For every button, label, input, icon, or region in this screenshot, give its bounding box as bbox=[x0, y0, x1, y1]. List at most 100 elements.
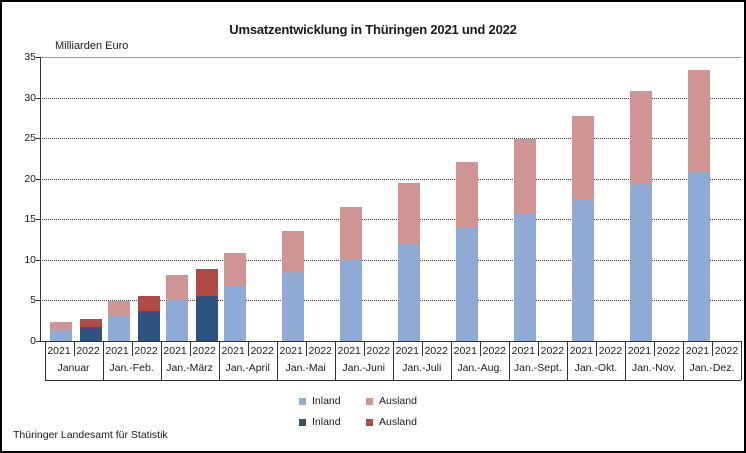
y-axis-tick-label: 25 bbox=[24, 132, 36, 145]
y-axis-tick bbox=[36, 57, 40, 58]
y-axis-tick-label: 20 bbox=[24, 172, 36, 185]
x-group-separator bbox=[741, 341, 742, 380]
x-label-table-bottom-border bbox=[44, 380, 741, 381]
y-axis-tick bbox=[36, 259, 40, 261]
chart-title: Umsatzentwicklung in Thüringen 2021 und … bbox=[229, 22, 517, 37]
plot-top-border bbox=[40, 57, 741, 58]
x-axis-year-label: 2022 bbox=[714, 345, 739, 357]
x-axis-month-label: Jan.-Nov. bbox=[631, 362, 676, 374]
bar-segment-inland-2021 bbox=[166, 299, 189, 341]
bar-segment-ausland-2021 bbox=[398, 182, 421, 244]
y-axis-tick-label: 5 bbox=[30, 294, 36, 307]
x-year-separator bbox=[421, 342, 423, 356]
source-attribution: Thüringer Landesamt für Statistik bbox=[13, 429, 168, 441]
x-year-separator bbox=[653, 342, 655, 356]
x-axis-month-label: Jan.-Sept. bbox=[513, 362, 562, 374]
x-axis-year-label: 2021 bbox=[337, 345, 361, 357]
x-year-separator bbox=[73, 342, 75, 356]
bar-segment-ausland-2022 bbox=[138, 296, 161, 311]
bar-segment-ausland-2021 bbox=[50, 321, 72, 330]
legend-item-ausland-2021: Ausland bbox=[366, 395, 417, 407]
bar-segment-ausland-2022 bbox=[80, 319, 102, 328]
x-axis-year-label: 2021 bbox=[279, 345, 303, 357]
bar-segment-ausland-2021 bbox=[340, 207, 363, 260]
x-axis-year-label: 2022 bbox=[308, 345, 332, 357]
y-axis-tick bbox=[36, 178, 40, 180]
bar-segment-inland-2022 bbox=[196, 295, 219, 341]
bar-segment-inland-2021 bbox=[108, 315, 131, 341]
x-group-separator bbox=[682, 341, 684, 380]
legend-swatch-ausland-2021-icon bbox=[366, 397, 373, 405]
legend-label: Ausland bbox=[379, 395, 417, 407]
x-year-separator bbox=[595, 342, 597, 356]
y-axis-tick bbox=[36, 138, 40, 140]
gridline bbox=[40, 259, 741, 261]
y-axis-line bbox=[40, 57, 41, 341]
legend-item-ausland-2022: Ausland bbox=[366, 416, 417, 428]
y-axis-tick bbox=[36, 341, 40, 342]
x-year-separator bbox=[711, 342, 713, 356]
bar-segment-inland-2021 bbox=[50, 329, 72, 341]
y-axis-tick-label: 15 bbox=[24, 213, 36, 226]
bar-segment-ausland-2021 bbox=[282, 231, 305, 273]
y-axis-tick bbox=[36, 300, 40, 302]
bar-segment-inland-2021 bbox=[630, 183, 653, 341]
bar-segment-ausland-2021 bbox=[166, 275, 189, 300]
y-axis-tick-label: 10 bbox=[24, 253, 36, 266]
bar-segment-inland-2021 bbox=[282, 272, 305, 341]
legend-label: Inland bbox=[312, 416, 341, 428]
gridline bbox=[40, 178, 741, 180]
legend-item-inland-2022: Inland bbox=[299, 416, 341, 428]
bar-segment-ausland-2021 bbox=[108, 301, 131, 316]
x-group-separator bbox=[218, 341, 220, 380]
x-axis-month-label: Jan.-April bbox=[225, 362, 270, 374]
bar-segment-ausland-2021 bbox=[514, 138, 537, 214]
y-axis-unit-label: Milliarden Euro bbox=[55, 40, 129, 52]
bar-segment-ausland-2021 bbox=[688, 69, 711, 171]
bar-segment-inland-2022 bbox=[138, 310, 161, 341]
bar-segment-inland-2021 bbox=[340, 259, 363, 341]
bar-segment-inland-2021 bbox=[398, 243, 421, 341]
x-group-separator bbox=[624, 341, 626, 380]
gridline bbox=[40, 219, 741, 221]
x-axis-year-label: 2022 bbox=[540, 345, 565, 357]
bar-segment-ausland-2021 bbox=[224, 253, 247, 285]
x-axis-year-label: 2021 bbox=[395, 345, 419, 357]
x-axis-year-label: 2022 bbox=[598, 345, 623, 357]
y-axis-tick-label: 30 bbox=[24, 91, 36, 104]
y-axis-tick-label: 0 bbox=[30, 335, 36, 347]
gridline bbox=[40, 97, 741, 99]
x-group-separator bbox=[392, 341, 394, 380]
y-axis-tick bbox=[36, 219, 40, 221]
x-axis-year-label: 2022 bbox=[482, 345, 506, 357]
x-group-separator bbox=[44, 341, 46, 380]
x-axis-month-label: Jan.-Dez. bbox=[689, 362, 735, 374]
x-axis-line bbox=[40, 341, 741, 342]
x-axis-year-label: 2022 bbox=[656, 345, 681, 357]
bar-segment-ausland-2021 bbox=[572, 116, 595, 200]
bar-segment-inland-2021 bbox=[514, 213, 537, 341]
x-axis-year-label: 2021 bbox=[47, 345, 71, 357]
x-axis-year-label: 2021 bbox=[163, 345, 187, 357]
x-axis-month-label: Jan.-Feb. bbox=[109, 362, 154, 374]
x-axis-month-label: Jan.-Aug. bbox=[457, 362, 503, 374]
legend-swatch-inland-2021-icon bbox=[299, 397, 306, 405]
x-axis-month-label: Jan.-Juli bbox=[402, 362, 442, 374]
x-group-separator bbox=[334, 341, 336, 380]
bar-segment-inland-2022 bbox=[80, 327, 102, 341]
x-year-separator bbox=[247, 342, 249, 356]
bar-segment-inland-2021 bbox=[224, 285, 247, 341]
y-axis-tick-label: 35 bbox=[24, 51, 36, 63]
x-axis-year-label: 2021 bbox=[627, 345, 652, 357]
x-axis-month-label: Jan.-Mai bbox=[285, 362, 326, 374]
x-year-separator bbox=[131, 342, 133, 356]
x-axis-month-label: Jan.-Okt. bbox=[574, 362, 618, 374]
x-group-separator bbox=[566, 341, 568, 380]
x-year-separator bbox=[537, 342, 539, 356]
legend-item-inland-2021: Inland bbox=[299, 395, 341, 407]
legend-label: Inland bbox=[312, 395, 341, 407]
x-group-separator bbox=[102, 341, 104, 380]
x-axis-year-label: 2022 bbox=[424, 345, 448, 357]
x-group-separator bbox=[508, 341, 510, 380]
